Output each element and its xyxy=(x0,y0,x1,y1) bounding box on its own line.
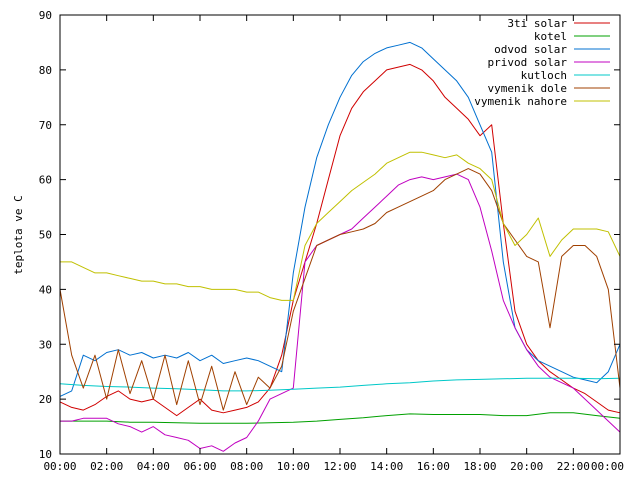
y-tick-label: 30 xyxy=(39,338,52,351)
ticks-layer: 10 20 30 40 50 60 70 80 90 00:00 02:00 04:00 06:00 08… xyxy=(39,9,624,473)
x-tick-label: 16:00 xyxy=(417,460,450,473)
series-line-vymenik-dole xyxy=(59,168,621,411)
x-tick-label: 18:00 xyxy=(463,460,496,473)
x-tick-label: 00:00 xyxy=(43,460,76,473)
legend-label: vymenik dole xyxy=(488,82,567,95)
x-tick-label: 02:00 xyxy=(90,460,123,473)
y-tick-label: 80 xyxy=(39,64,52,77)
y-tick-label: 50 xyxy=(39,229,52,242)
x-tick-label: 22:00 xyxy=(557,460,590,473)
x-tick-label: 12:00 xyxy=(323,460,356,473)
x-tick-label: 06:00 xyxy=(183,460,216,473)
legend-label: 3ti solar xyxy=(507,17,567,30)
x-tick-label: 04:00 xyxy=(137,460,170,473)
legend-label: kotel xyxy=(534,30,567,43)
series-line-kutloch xyxy=(59,377,621,392)
y-axis-label: teplota ve C xyxy=(12,195,25,274)
x-tick-label: 14:00 xyxy=(370,460,403,473)
x-tick-label: 08:00 xyxy=(230,460,263,473)
legend-label: vymenik nahore xyxy=(474,95,567,108)
y-tick-label: 40 xyxy=(39,283,52,296)
legend-label: privod solar xyxy=(488,56,568,69)
y-tick-label: 70 xyxy=(39,119,52,132)
y-tick-label: 10 xyxy=(39,448,52,461)
legend-label: odvod solar xyxy=(494,43,567,56)
x-tick-label: 00:00 xyxy=(591,460,624,473)
legend-label: kutloch xyxy=(521,69,567,82)
series-line-privod-solar xyxy=(60,173,621,452)
y-tick-label: 60 xyxy=(39,174,52,187)
y-tick-label: 90 xyxy=(39,9,52,22)
x-tick-label: 20:00 xyxy=(510,460,543,473)
series-layer xyxy=(59,41,621,452)
series-line-kotel xyxy=(60,412,621,424)
series-line-vymenik-nahore xyxy=(60,151,621,301)
y-tick-label: 20 xyxy=(39,393,52,406)
x-tick-label: 10:00 xyxy=(277,460,310,473)
